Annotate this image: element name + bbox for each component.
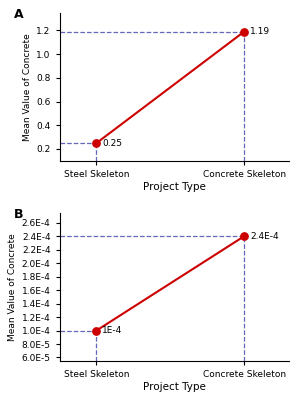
Point xyxy=(94,327,99,334)
Text: 1.19: 1.19 xyxy=(250,27,270,36)
Point xyxy=(242,28,247,35)
Text: 1E-4: 1E-4 xyxy=(102,326,123,335)
Text: 2.4E-4: 2.4E-4 xyxy=(250,232,279,241)
Y-axis label: Mean Value of Concrete: Mean Value of Concrete xyxy=(23,33,32,140)
Text: A: A xyxy=(14,8,23,21)
Point xyxy=(94,140,99,146)
Point xyxy=(242,233,247,239)
X-axis label: Project Type: Project Type xyxy=(143,382,206,392)
Text: 0.25: 0.25 xyxy=(102,138,122,148)
X-axis label: Project Type: Project Type xyxy=(143,182,206,192)
Y-axis label: Mean Value of Concrete: Mean Value of Concrete xyxy=(8,233,17,340)
Text: B: B xyxy=(14,208,23,221)
